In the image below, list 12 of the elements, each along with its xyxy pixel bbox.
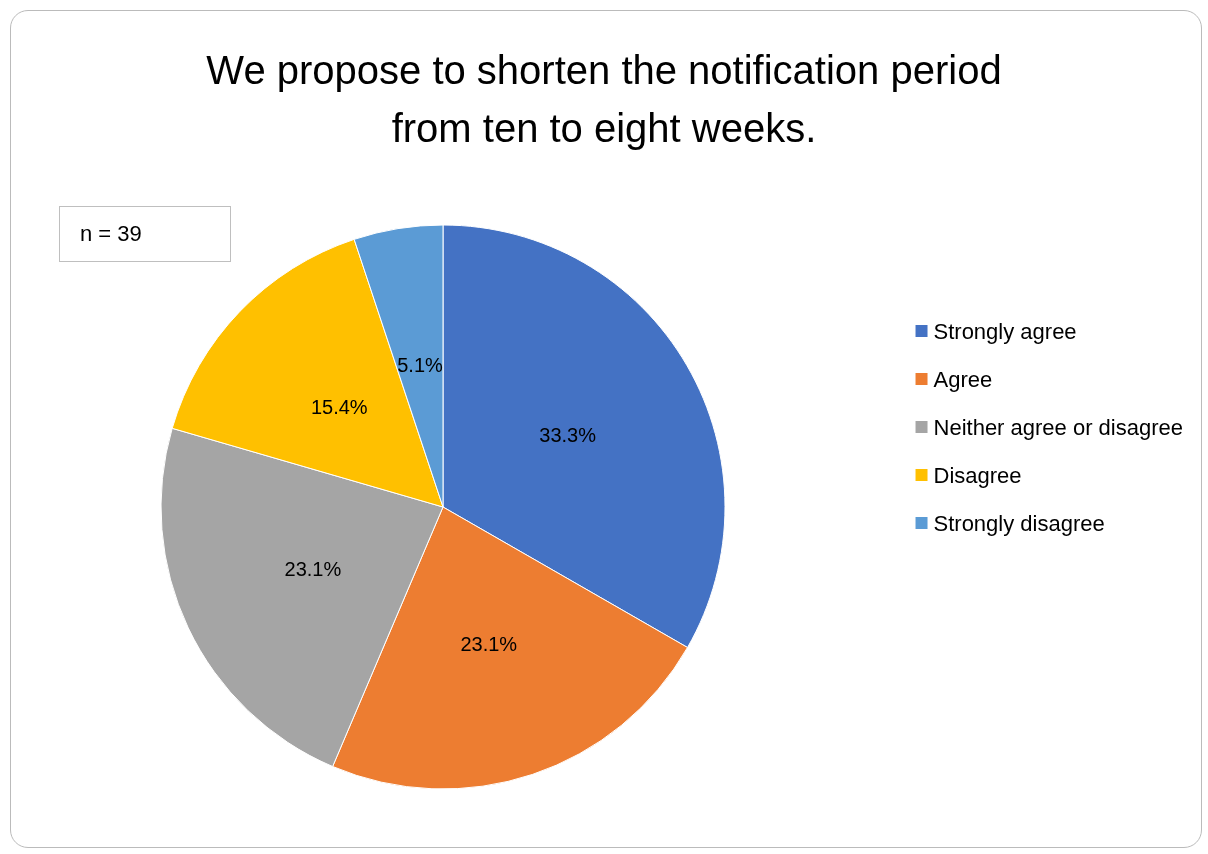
data-label: 5.1% xyxy=(397,353,444,376)
chart-title: We propose to shorten the notification period from ten to eight weeks. xyxy=(206,48,1002,150)
data-label: 23.1% xyxy=(460,632,518,655)
legend-label: Strongly agree xyxy=(933,318,1077,344)
data-label: 23.1% xyxy=(284,557,342,580)
legend-label: Disagree xyxy=(933,462,1022,488)
legend-label: Agree xyxy=(933,366,993,392)
legend-label: Strongly disagree xyxy=(933,510,1105,536)
data-label: 33.3% xyxy=(539,423,597,446)
legend-label: Neither agree or disagree xyxy=(933,414,1184,440)
data-label: 15.4% xyxy=(310,396,368,419)
text: n = 39 xyxy=(59,206,231,262)
